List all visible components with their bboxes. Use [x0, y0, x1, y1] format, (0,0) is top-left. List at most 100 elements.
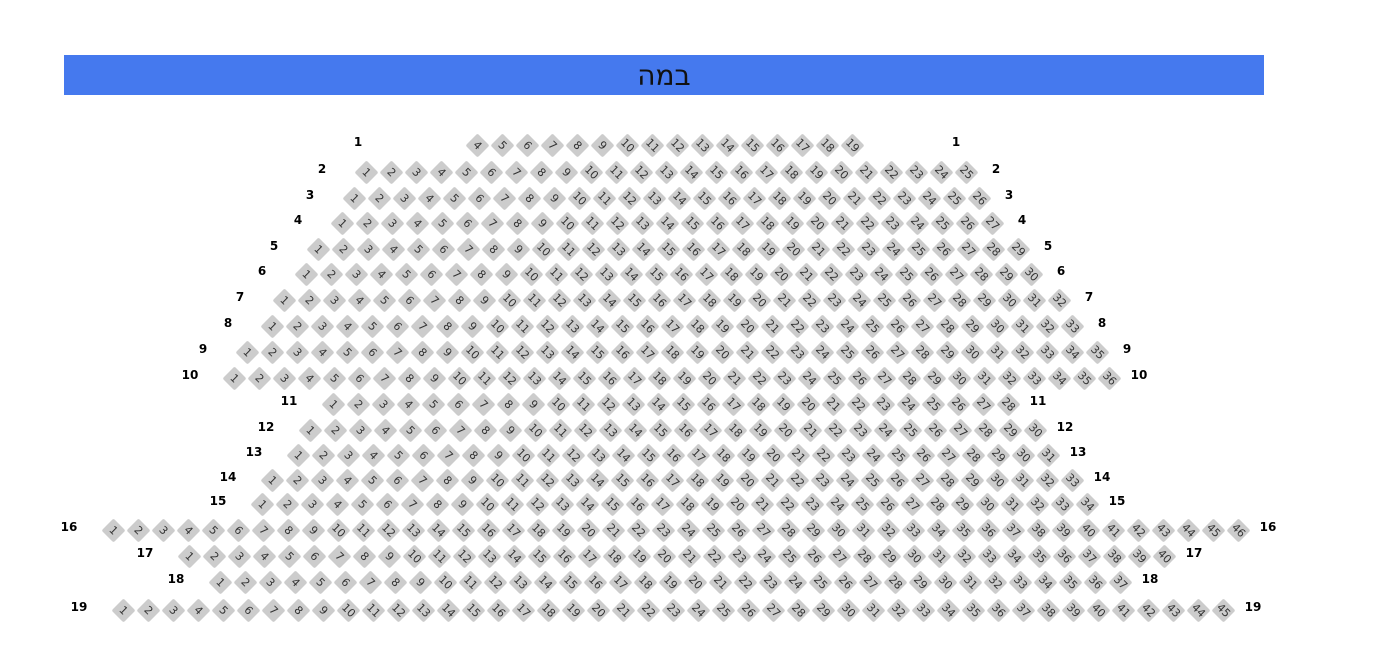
- seat[interactable]: 12: [628, 159, 654, 185]
- seat[interactable]: 7: [479, 210, 505, 236]
- seat[interactable]: 22: [784, 467, 810, 493]
- seat[interactable]: 1: [100, 517, 126, 543]
- seat[interactable]: 30: [825, 517, 851, 543]
- seat[interactable]: 34: [935, 597, 961, 623]
- seat[interactable]: 3: [391, 185, 417, 211]
- seat[interactable]: 5: [200, 517, 226, 543]
- seat[interactable]: 9: [497, 417, 523, 443]
- seat[interactable]: 15: [739, 132, 765, 158]
- seat[interactable]: 5: [441, 185, 467, 211]
- seat[interactable]: 14: [610, 442, 636, 468]
- seat[interactable]: 16: [728, 159, 754, 185]
- seat[interactable]: 6: [346, 365, 372, 391]
- seat[interactable]: 8: [382, 569, 408, 595]
- seat[interactable]: 11: [471, 365, 497, 391]
- seat[interactable]: 6: [359, 339, 385, 365]
- seat[interactable]: 11: [555, 236, 581, 262]
- seat[interactable]: 19: [770, 391, 796, 417]
- seat[interactable]: 10: [522, 417, 548, 443]
- seat[interactable]: 30: [996, 287, 1022, 313]
- seat[interactable]: 9: [485, 442, 511, 468]
- seat[interactable]: 4: [428, 159, 454, 185]
- seat[interactable]: 5: [334, 339, 360, 365]
- seat[interactable]: 22: [854, 210, 880, 236]
- seat[interactable]: 2: [296, 287, 322, 313]
- seat[interactable]: 1: [110, 597, 136, 623]
- seat[interactable]: 3: [335, 442, 361, 468]
- seat[interactable]: 31: [999, 491, 1025, 517]
- seat[interactable]: 23: [771, 365, 797, 391]
- seat[interactable]: 34: [1001, 543, 1027, 569]
- seat[interactable]: 27: [909, 313, 935, 339]
- seat[interactable]: 7: [435, 442, 461, 468]
- seat[interactable]: 19: [743, 261, 769, 287]
- seat[interactable]: 27: [884, 339, 910, 365]
- seat[interactable]: 8: [480, 236, 506, 262]
- seat[interactable]: 13: [597, 417, 623, 443]
- seat[interactable]: 28: [909, 339, 935, 365]
- seat[interactable]: 15: [584, 339, 610, 365]
- seat[interactable]: 33: [900, 517, 926, 543]
- seat[interactable]: 28: [851, 543, 877, 569]
- seat[interactable]: 1: [259, 467, 285, 493]
- seat[interactable]: 3: [343, 261, 369, 287]
- seat[interactable]: 19: [755, 236, 781, 262]
- seat[interactable]: 17: [607, 569, 633, 595]
- seat[interactable]: 10: [578, 159, 604, 185]
- seat[interactable]: 5: [420, 391, 446, 417]
- seat[interactable]: 5: [489, 132, 515, 158]
- seat[interactable]: 25: [929, 210, 955, 236]
- seat[interactable]: 22: [878, 159, 904, 185]
- seat[interactable]: 14: [630, 236, 656, 262]
- seat[interactable]: 6: [384, 467, 410, 493]
- seat[interactable]: 14: [584, 313, 610, 339]
- seat[interactable]: 25: [871, 287, 897, 313]
- seat[interactable]: 19: [699, 491, 725, 517]
- seat[interactable]: 16: [634, 313, 660, 339]
- seat[interactable]: 22: [625, 517, 651, 543]
- seat[interactable]: 31: [984, 339, 1010, 365]
- seat[interactable]: 2: [274, 491, 300, 517]
- seat[interactable]: 10: [459, 339, 485, 365]
- seat[interactable]: 7: [447, 417, 473, 443]
- seat[interactable]: 14: [596, 287, 622, 313]
- seat[interactable]: 13: [689, 132, 715, 158]
- seat[interactable]: 6: [384, 313, 410, 339]
- seat[interactable]: 13: [641, 185, 667, 211]
- seat[interactable]: 23: [809, 467, 835, 493]
- seat[interactable]: 30: [1018, 261, 1044, 287]
- seat[interactable]: 13: [593, 261, 619, 287]
- seat[interactable]: 3: [403, 159, 429, 185]
- seat[interactable]: 23: [903, 159, 929, 185]
- seat[interactable]: 7: [399, 491, 425, 517]
- seat[interactable]: 7: [421, 287, 447, 313]
- seat[interactable]: 2: [284, 313, 310, 339]
- seat[interactable]: 9: [471, 287, 497, 313]
- seat[interactable]: 1: [176, 543, 202, 569]
- seat[interactable]: 1: [221, 365, 247, 391]
- seat[interactable]: 4: [395, 391, 421, 417]
- seat[interactable]: 22: [784, 313, 810, 339]
- seat[interactable]: 2: [201, 543, 227, 569]
- seat[interactable]: 25: [893, 261, 919, 287]
- seat[interactable]: 8: [409, 339, 435, 365]
- seat[interactable]: 9: [529, 210, 555, 236]
- seat[interactable]: 19: [709, 467, 735, 493]
- seat[interactable]: 20: [651, 543, 677, 569]
- seat[interactable]: 28: [946, 287, 972, 313]
- seat[interactable]: 7: [326, 543, 352, 569]
- seat[interactable]: 43: [1150, 517, 1176, 543]
- seat[interactable]: 17: [705, 236, 731, 262]
- seat[interactable]: 21: [600, 517, 626, 543]
- seat[interactable]: 4: [368, 261, 394, 287]
- seat[interactable]: 9: [589, 132, 615, 158]
- seat[interactable]: 3: [379, 210, 405, 236]
- seat[interactable]: 16: [609, 339, 635, 365]
- seat[interactable]: 7: [455, 236, 481, 262]
- seat[interactable]: 15: [599, 491, 625, 517]
- seat[interactable]: 32: [1046, 287, 1072, 313]
- seat[interactable]: 15: [647, 417, 673, 443]
- seat[interactable]: 16: [764, 132, 790, 158]
- seat[interactable]: 12: [560, 442, 586, 468]
- seat[interactable]: 18: [730, 236, 756, 262]
